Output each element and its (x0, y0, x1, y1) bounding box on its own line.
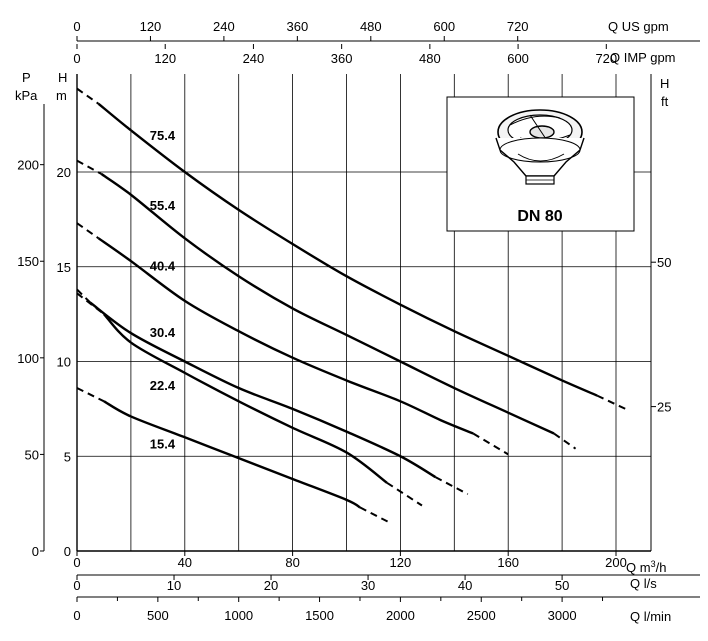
ls-tick-label: 30 (361, 578, 375, 593)
kpa-tick-label: 100 (17, 351, 39, 366)
tick-labels: 0 40 80 120 160 200 0 5 10 15 20 (57, 165, 627, 570)
lmin-tick-label: 3000 (548, 608, 577, 623)
curve-15-4 (103, 400, 361, 509)
curve-75-4-dash-start (76, 87, 100, 105)
lmin-tick-label: 1000 (224, 608, 253, 623)
y-tick-label: 10 (57, 355, 71, 370)
curve-55-4-dash-start (76, 159, 102, 175)
curve-75-4 (97, 102, 598, 397)
curve-30-4 (89, 301, 437, 479)
curve-30-4-dash-end (434, 476, 469, 496)
lmin-tick-label: 2000 (386, 608, 415, 623)
x-tick-label: 120 (390, 555, 412, 570)
ls-axis-title: Q l/s (630, 576, 657, 591)
x-tick-label: 200 (605, 555, 627, 570)
curve-label-22-4: 22.4 (150, 378, 176, 393)
curve-22-4-dash-end (386, 481, 423, 507)
curve-55-4-dash-end (553, 432, 577, 450)
curves (76, 87, 630, 524)
curve-30-4-dash-start (76, 288, 92, 304)
curve-40-4 (97, 237, 474, 435)
lmin-tick-label: 2500 (467, 608, 496, 623)
curve-label-40-4: 40.4 (150, 259, 176, 274)
curve-label-75-4: 75.4 (150, 128, 176, 143)
ft-axis-title-main: H (660, 76, 669, 91)
curve-label-55-4: 55.4 (150, 198, 176, 213)
y-tick-label: 5 (64, 449, 71, 464)
us-gpm-tick-label: 0 (73, 19, 80, 34)
us-gpm-tick-label: 120 (140, 19, 162, 34)
x-tick-label: 0 (73, 555, 80, 570)
us-gpm-tick-label: 240 (213, 19, 235, 34)
us-gpm-tick-label: 720 (507, 19, 529, 34)
imp-gpm-tick-label: 600 (507, 51, 529, 66)
impeller-icon (495, 109, 585, 185)
curve-15-4-dash-start (76, 387, 105, 403)
imp-gpm-tick-label: 0 (73, 51, 80, 66)
us-gpm-tick-label: 600 (433, 19, 455, 34)
kpa-tick-label: 150 (17, 254, 39, 269)
curve-15-4-dash-end (359, 506, 391, 524)
us-gpm-axis-title: Q US gpm (608, 19, 669, 34)
imp-gpm-tick-label: 240 (243, 51, 265, 66)
curve-label-30-4: 30.4 (150, 325, 176, 340)
inset-title: DN 80 (517, 208, 562, 225)
y-tick-label: 20 (57, 165, 71, 180)
ft-tick-label: 50 (657, 255, 671, 270)
curve-40-4-dash-end (472, 432, 509, 456)
curve-label-15-4: 15.4 (150, 437, 176, 452)
imp-gpm-tick-label: 480 (419, 51, 441, 66)
ft-axis-title-unit: ft (661, 94, 669, 109)
curve-22-4-dash-start (76, 292, 105, 315)
imp-gpm-axis-title: Q IMP gpm (610, 50, 676, 65)
imp-gpm-tick-label: 720 (595, 51, 617, 66)
ls-tick-label: 0 (73, 578, 80, 593)
kpa-tick-label: 50 (25, 447, 39, 462)
us-gpm-tick-label: 360 (286, 19, 308, 34)
kpa-axis-title-top: P (22, 70, 31, 85)
h-axis-title-main: H (58, 70, 67, 85)
imp-gpm-tick-label: 120 (154, 51, 176, 66)
ft-tick-label: 25 (657, 400, 671, 415)
kpa-tick-label: 200 (17, 158, 39, 173)
lmin-tick-label: 0 (73, 608, 80, 623)
lmin-tick-label: 500 (147, 608, 169, 623)
y-tick-label: 15 (57, 260, 71, 275)
us-gpm-tick-label: 480 (360, 19, 382, 34)
x-tick-label: 80 (285, 555, 299, 570)
imp-gpm-tick-label: 360 (331, 51, 353, 66)
axes-frame (76, 74, 652, 552)
curve-22-4 (103, 313, 388, 484)
x-axis-title: Q m3/h (626, 559, 666, 575)
curve-55-4 (100, 172, 555, 435)
lmin-axis-title: Q l/min (630, 609, 671, 624)
kpa-tick-label: 0 (32, 544, 39, 559)
curve-40-4-dash-start (76, 222, 100, 240)
ls-tick-label: 40 (458, 578, 472, 593)
ls-tick-label: 50 (555, 578, 569, 593)
ls-tick-label: 10 (167, 578, 181, 593)
x-tick-label: 160 (497, 555, 519, 570)
y-tick-label: 0 (64, 544, 71, 559)
x-tick-label: 40 (178, 555, 192, 570)
impeller-inset: DN 80 (446, 96, 635, 232)
ls-tick-label: 20 (264, 578, 278, 593)
curve-75-4-dash-end (596, 394, 630, 412)
lmin-tick-label: 1500 (305, 608, 334, 623)
kpa-axis-title-bottom: kPa (15, 88, 38, 103)
h-axis-title-unit: m (56, 88, 67, 103)
curve-labels: 75.4 55.4 40.4 30.4 22.4 15.4 (150, 128, 176, 452)
